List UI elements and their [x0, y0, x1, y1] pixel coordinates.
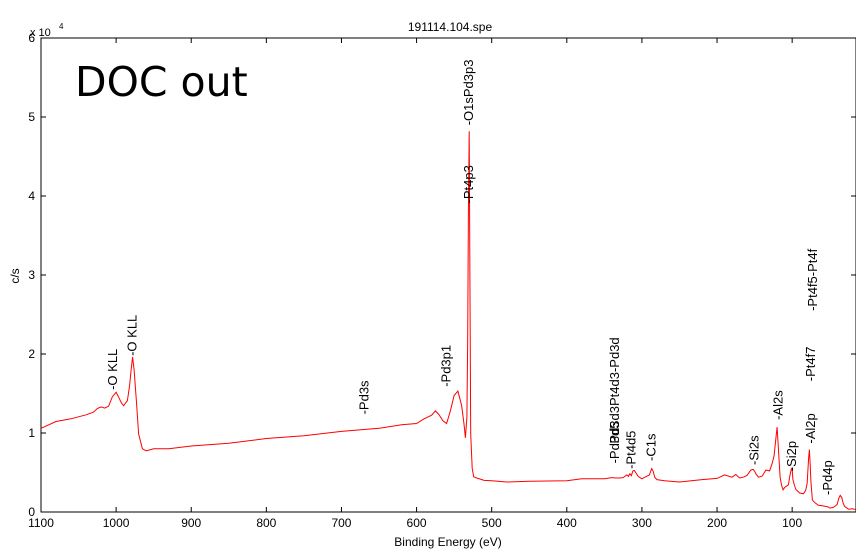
x-tick-label: 300 — [632, 516, 652, 530]
peak-label: -Pt4f5-Pt4f — [805, 248, 820, 311]
peak-label: -O KLL — [105, 349, 120, 390]
y-exponent-base: x 10 — [30, 27, 51, 39]
y-tick-label: 6 — [28, 31, 35, 45]
x-tick-label: 100 — [782, 516, 802, 530]
x-axis: 1100 1000 900 800 700 600 500 400 300 200 100 — [28, 38, 802, 530]
plot-frame — [40, 37, 856, 513]
peak-label: -O1sPd3p3 — [461, 60, 476, 126]
peak-label: Pd3d3Pt4d3-Pd3d — [607, 337, 622, 443]
y-exponent-label: x 10 4 — [30, 22, 64, 39]
y-exponent-power: 4 — [59, 22, 64, 31]
y-axis-label: c/s — [8, 268, 22, 283]
peak-label: -Al2s — [771, 390, 786, 420]
y-tick-label: 4 — [28, 189, 35, 203]
peak-label: -Si2p — [784, 441, 799, 471]
peak-label: -Pt4d5 — [623, 431, 638, 469]
peak-label: -Si2s — [747, 435, 762, 465]
peak-label: -Pd3p1 — [439, 345, 454, 387]
y-axis: 0 1 2 3 4 5 6 — [28, 31, 856, 519]
peak-labels: -O KLL -O KLL -Pd3s -Pd3p1 -Pt4p3 -O1sPd3p3 -P… — [105, 60, 835, 495]
x-tick-label: 200 — [707, 516, 727, 530]
x-tick-label: 1000 — [103, 516, 130, 530]
y-tick-label: 1 — [28, 426, 35, 440]
chart-title: 191114.104.spe — [408, 20, 493, 34]
x-tick-label: 800 — [256, 516, 276, 530]
y-tick-label: 3 — [28, 268, 35, 282]
peak-label: -Pd3d5 — [607, 421, 622, 463]
peak-label: -Al2p — [803, 413, 818, 443]
peak-label: -Pt4f7 — [803, 347, 818, 382]
overlay-label: DOC out — [75, 58, 248, 106]
peak-label: -Pd3s — [357, 380, 372, 414]
x-tick-label: 1100 — [28, 516, 54, 530]
peak-label: -C1s — [644, 433, 659, 461]
x-tick-label: 700 — [331, 516, 351, 530]
x-tick-label: 900 — [181, 516, 201, 530]
peak-label: -Pt4p3 — [461, 165, 476, 203]
x-tick-label: 600 — [407, 516, 427, 530]
y-tick-label: 2 — [28, 347, 35, 361]
spectrum-line — [40, 131, 856, 511]
x-axis-label: Binding Energy (eV) — [394, 535, 501, 549]
x-tick-label: 500 — [482, 516, 502, 530]
peak-label: -Pd4p — [820, 460, 835, 495]
y-tick-label: 0 — [28, 505, 35, 519]
peak-label: -O KLL — [125, 315, 140, 356]
y-tick-label: 5 — [28, 110, 35, 124]
x-tick-label: 400 — [557, 516, 577, 530]
